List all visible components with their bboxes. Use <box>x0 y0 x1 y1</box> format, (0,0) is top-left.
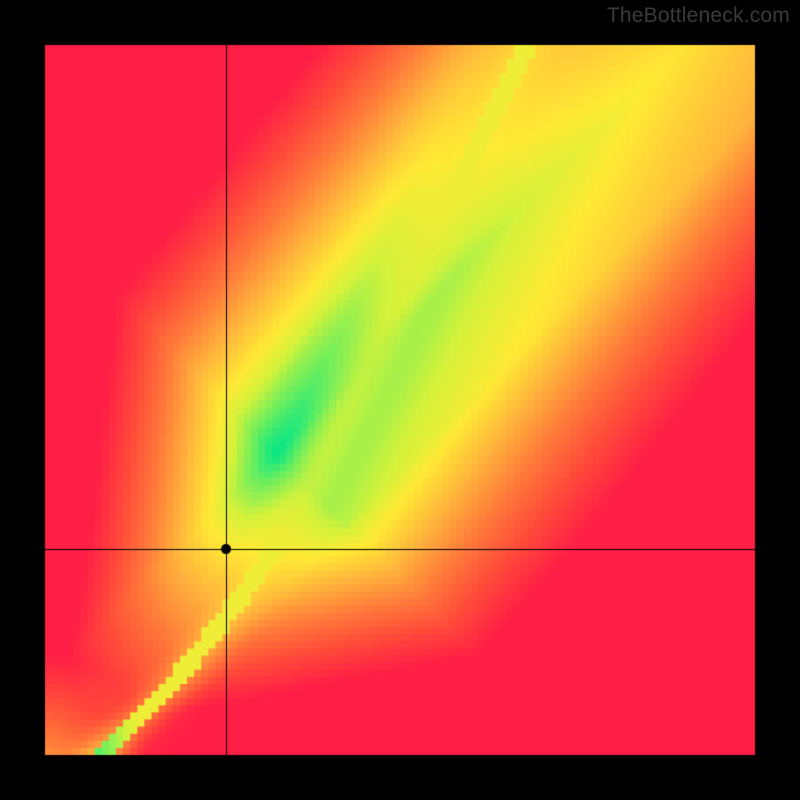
watermark-text: TheBottleneck.com <box>607 4 790 28</box>
bottleneck-heatmap-canvas <box>0 0 800 800</box>
chart-frame: TheBottleneck.com <box>0 0 800 800</box>
